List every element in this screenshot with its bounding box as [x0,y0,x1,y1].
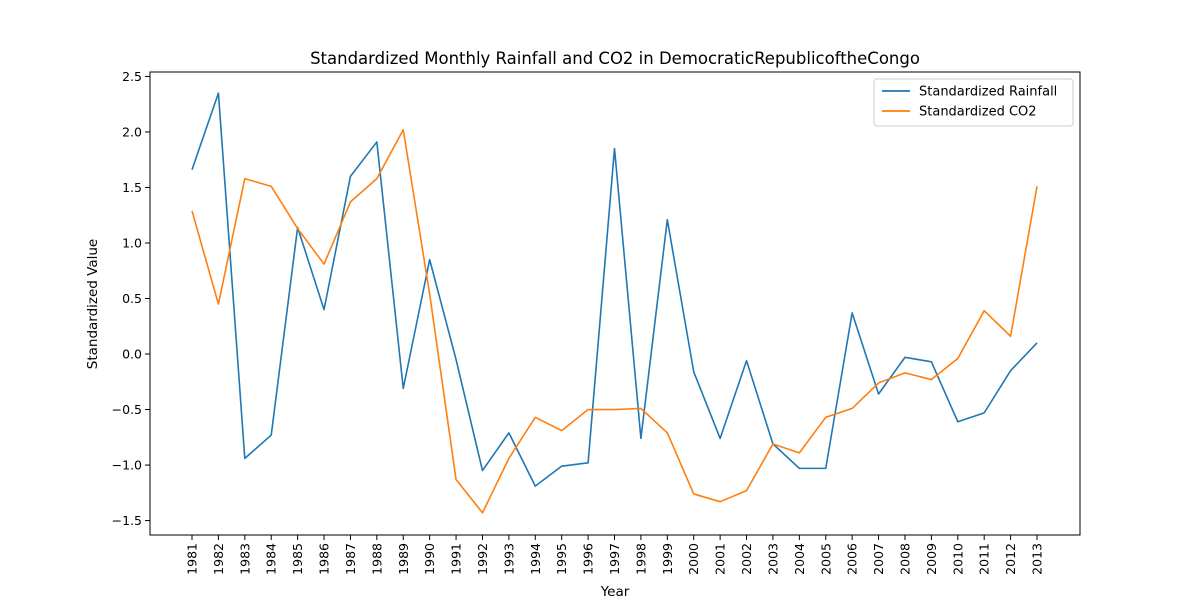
x-tick-label: 2005 [818,543,833,575]
x-tick-label: 2010 [950,543,965,575]
x-tick-label: 1986 [317,543,332,575]
x-tick-label: 1989 [396,543,411,575]
y-tick-label: −0.5 [112,402,142,417]
x-tick-label: 1993 [501,543,516,575]
x-tick-label: 1984 [264,543,279,575]
y-tick-label: 2.0 [122,124,142,139]
x-tick-label: 1990 [422,543,437,575]
y-tick-label: 0.5 [122,291,142,306]
x-tick-label: 2003 [765,543,780,575]
x-tick-label: 1988 [369,543,384,575]
y-tick-label: −1.5 [112,513,142,528]
legend-entry: Standardized CO2 [919,105,1037,120]
x-tick-label: 1985 [290,543,305,575]
x-tick-label: 1997 [607,543,622,575]
y-tick-label: 2.5 [122,69,142,84]
x-tick-label: 1999 [660,543,675,575]
legend: Standardized Rainfall Standardized CO2 [873,78,1074,127]
axes-frame [149,71,1081,536]
y-tick-label: 1.5 [122,180,142,195]
x-tick-label: 1983 [237,543,252,575]
x-tick-label: 1994 [528,543,543,575]
legend-entry: Standardized Rainfall [919,85,1057,100]
x-tick-label: 1982 [211,543,226,575]
x-tick-label: 1987 [343,543,358,575]
y-tick-label: 1.0 [122,235,142,250]
x-axis-label: Year [600,584,630,600]
x-tick-label: 2000 [686,543,701,575]
x-tick-label: 1995 [554,543,569,575]
x-tick-label: 1996 [581,543,596,575]
x-tick-label: 2007 [871,543,886,575]
x-tick-label: 1991 [449,543,464,575]
plot-area: −1.5 −1.0 −0.5 0.0 0.5 1.0 1.5 2.0 2.5 1981 1982 19… [112,69,1081,575]
x-tick-label: 2002 [739,543,754,575]
x-tick-label: 2004 [792,543,807,575]
chart-title: Standardized Monthly Rainfall and CO2 in… [310,49,920,68]
y-tick-label: −1.0 [112,458,142,473]
x-tick-label: 2001 [713,543,728,575]
x-tick-label: 2012 [1003,543,1018,575]
x-tick-label: 2013 [1030,543,1045,575]
series-line-co2 [191,128,1038,514]
x-tick-label: 2011 [977,543,992,575]
legend-box [873,78,1074,127]
x-tick-label: 1992 [475,543,490,575]
x-tick-label: 2009 [924,543,939,575]
x-tick-label: 2006 [845,543,860,575]
y-axis-label: Standardized Value [85,239,101,370]
series-line-rainfall [191,92,1038,487]
x-tick-label: 1998 [633,543,648,575]
x-tick-label: 2008 [897,543,912,575]
x-tick-label: 1981 [185,543,200,575]
y-tick-label: 0.0 [122,347,142,362]
